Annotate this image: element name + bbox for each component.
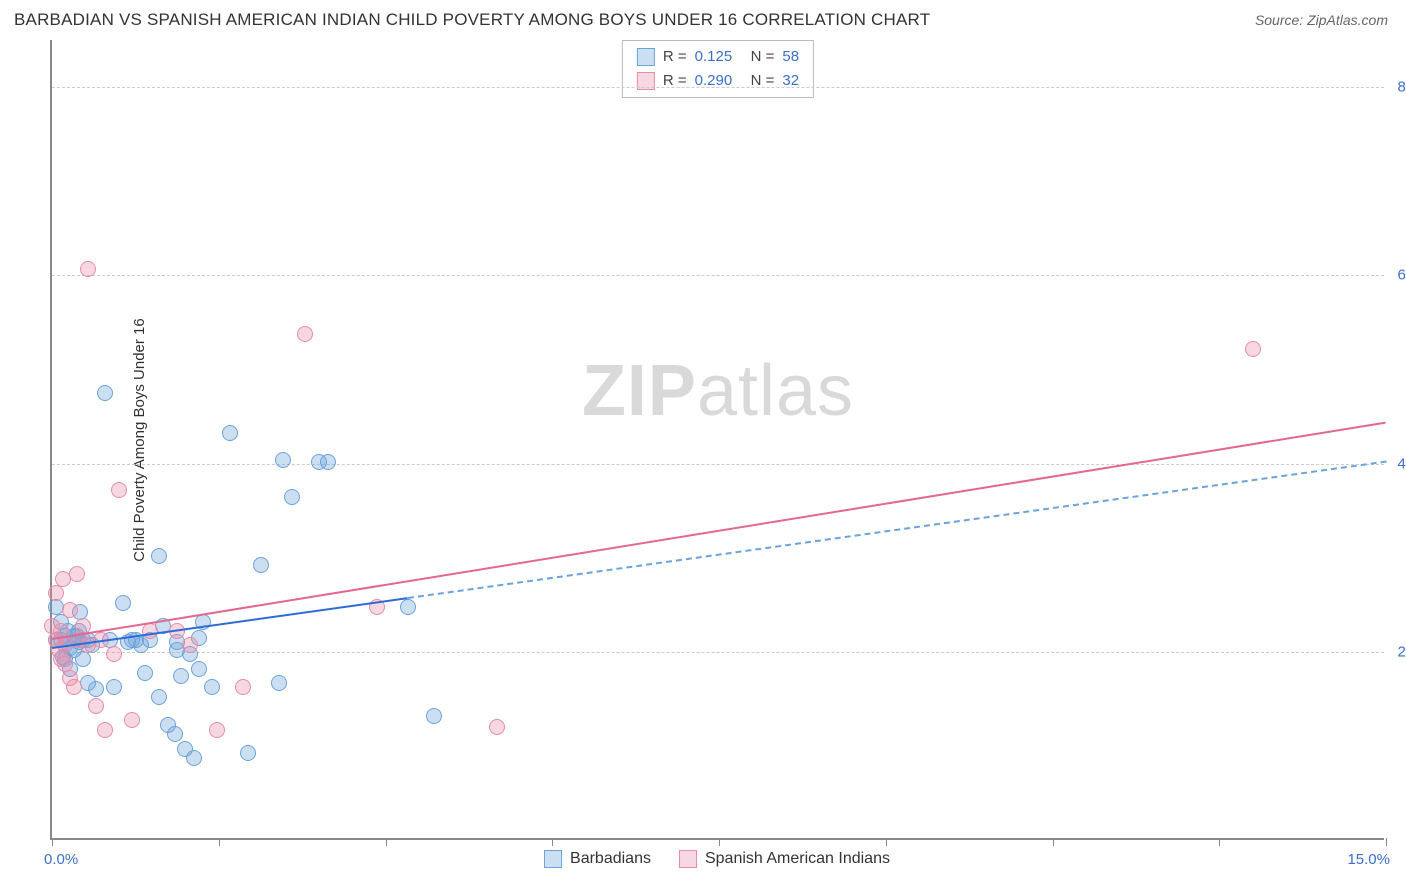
data-point xyxy=(88,681,104,697)
plot-container: Child Poverty Among Boys Under 16 ZIPatl… xyxy=(50,40,1384,840)
trend-line-dashed xyxy=(408,461,1387,599)
n-label: N = xyxy=(751,45,775,69)
data-point xyxy=(111,482,127,498)
legend-swatch xyxy=(679,850,697,868)
data-point xyxy=(284,489,300,505)
data-point xyxy=(222,425,238,441)
x-tick xyxy=(1386,838,1387,846)
r-label: R = xyxy=(663,69,687,93)
x-tick xyxy=(1219,838,1220,846)
data-point xyxy=(80,261,96,277)
trend-line xyxy=(52,421,1386,639)
r-value: 0.125 xyxy=(695,45,743,69)
legend-item: Spanish American Indians xyxy=(679,850,890,868)
data-point xyxy=(426,708,442,724)
data-point xyxy=(489,719,505,735)
stats-row: R = 0.125 N = 58 xyxy=(637,45,799,69)
x-tick xyxy=(1053,838,1054,846)
data-point xyxy=(275,452,291,468)
stats-row: R = 0.290 N = 32 xyxy=(637,69,799,93)
x-axis-max-label: 15.0% xyxy=(1347,851,1390,868)
x-tick xyxy=(52,838,53,846)
x-tick xyxy=(552,838,553,846)
data-point xyxy=(186,750,202,766)
data-point xyxy=(106,646,122,662)
watermark: ZIPatlas xyxy=(582,350,854,432)
y-tick-label: 20.0% xyxy=(1390,643,1406,660)
y-tick-label: 80.0% xyxy=(1390,79,1406,96)
data-point xyxy=(124,712,140,728)
n-value: 32 xyxy=(782,69,799,93)
data-point xyxy=(142,623,158,639)
stats-box: R = 0.125 N = 58 R = 0.290 N = 32 xyxy=(622,40,814,98)
data-point xyxy=(115,595,131,611)
x-tick xyxy=(719,838,720,846)
legend-label: Barbadians xyxy=(570,850,651,868)
gridline xyxy=(52,464,1384,465)
trend-line xyxy=(52,597,408,649)
data-point xyxy=(167,726,183,742)
y-tick-label: 60.0% xyxy=(1390,267,1406,284)
data-point xyxy=(182,637,198,653)
legend: Barbadians Spanish American Indians xyxy=(544,850,890,868)
data-point xyxy=(88,698,104,714)
legend-label: Spanish American Indians xyxy=(705,850,890,868)
x-axis-min-label: 0.0% xyxy=(44,851,78,868)
data-point xyxy=(253,557,269,573)
legend-swatch xyxy=(544,850,562,868)
gridline xyxy=(52,275,1384,276)
series-swatch xyxy=(637,48,655,66)
y-tick-label: 40.0% xyxy=(1390,455,1406,472)
data-point xyxy=(151,548,167,564)
data-point xyxy=(66,679,82,695)
data-point xyxy=(173,668,189,684)
x-tick xyxy=(219,838,220,846)
data-point xyxy=(62,602,78,618)
data-point xyxy=(137,665,153,681)
x-tick xyxy=(886,838,887,846)
data-point xyxy=(320,454,336,470)
data-point xyxy=(191,661,207,677)
n-value: 58 xyxy=(782,45,799,69)
data-point xyxy=(69,566,85,582)
legend-item: Barbadians xyxy=(544,850,651,868)
data-point xyxy=(271,675,287,691)
data-point xyxy=(106,679,122,695)
gridline xyxy=(52,87,1384,88)
data-point xyxy=(97,385,113,401)
n-label: N = xyxy=(751,69,775,93)
data-point xyxy=(151,689,167,705)
x-tick xyxy=(386,838,387,846)
gridline xyxy=(52,652,1384,653)
data-point xyxy=(240,745,256,761)
data-point xyxy=(48,585,64,601)
data-point xyxy=(209,722,225,738)
data-point xyxy=(297,326,313,342)
r-value: 0.290 xyxy=(695,69,743,93)
source-label: Source: ZipAtlas.com xyxy=(1255,12,1388,28)
data-point xyxy=(1245,341,1261,357)
data-point xyxy=(235,679,251,695)
plot-area: ZIPatlas R =0.125N =58R =0.290N =32 20.0… xyxy=(50,40,1384,840)
data-point xyxy=(75,651,91,667)
data-point xyxy=(97,722,113,738)
data-point xyxy=(204,679,220,695)
data-point xyxy=(400,599,416,615)
r-label: R = xyxy=(663,45,687,69)
chart-title: BARBADIAN VS SPANISH AMERICAN INDIAN CHI… xyxy=(14,10,930,30)
